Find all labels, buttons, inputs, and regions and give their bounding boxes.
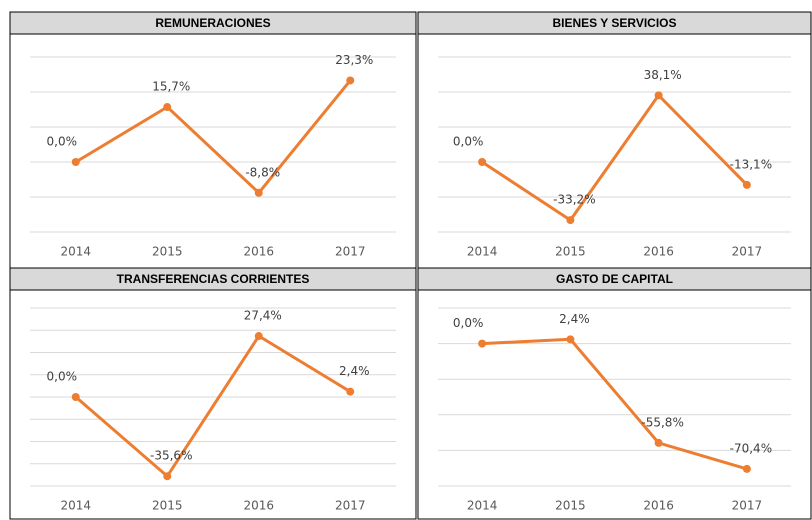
data-label: 0,0% [47, 370, 78, 384]
data-label: 0,0% [453, 316, 484, 330]
data-label: 15,7% [152, 80, 190, 94]
x-tick-label: 2015 [152, 245, 183, 259]
panel-header [9, 11, 417, 35]
x-tick-label: 2015 [555, 499, 586, 513]
data-label: -70,4% [730, 441, 772, 455]
data-label: 38,1% [644, 68, 682, 82]
line [481, 93, 748, 222]
data-label: 0,0% [47, 135, 78, 149]
x-tick-label: 2017 [732, 245, 763, 259]
line [75, 79, 352, 195]
marker [478, 339, 487, 348]
marker [71, 393, 80, 401]
panel [9, 11, 417, 269]
marker [346, 387, 355, 396]
line [74, 334, 352, 478]
x-tick-label: 2017 [335, 245, 366, 259]
panel [9, 267, 417, 520]
chart-title: BIENES Y SERVICIOS [552, 16, 676, 30]
panel-header [417, 11, 812, 35]
panel-header [9, 267, 417, 291]
x-tick-label: 2016 [243, 499, 274, 513]
data-label: -13,1% [730, 157, 772, 171]
data-label: 0,0% [453, 135, 484, 149]
chart-title: REMUNERACIONES [155, 16, 270, 30]
marker [742, 180, 751, 189]
panel-header [417, 267, 812, 291]
marker [71, 158, 80, 166]
data-label: 2,4% [559, 312, 590, 326]
x-tick-label: 2014 [467, 499, 498, 513]
data-label: -55,8% [641, 415, 683, 429]
data-label: 23,3% [335, 53, 373, 67]
panel [417, 11, 812, 269]
marker [254, 332, 263, 341]
data-label: -35,6% [150, 449, 192, 463]
marker [254, 188, 263, 197]
marker [478, 158, 487, 166]
x-tick-label: 2014 [467, 245, 498, 259]
x-tick-label: 2015 [152, 499, 183, 513]
x-tick-label: 2016 [243, 245, 274, 259]
x-tick-label: 2014 [60, 245, 91, 259]
panel [417, 267, 812, 520]
data-label: 2,4% [339, 364, 370, 378]
marker [654, 438, 663, 447]
x-tick-label: 2017 [335, 499, 366, 513]
chart-title: TRANSFERENCIAS CORRIENTES [117, 272, 310, 286]
marker [654, 91, 663, 100]
data-label: -33,2% [553, 193, 595, 207]
marker [163, 103, 172, 112]
marker [566, 216, 575, 225]
x-tick-label: 2017 [732, 499, 763, 513]
marker [742, 464, 751, 473]
data-label: -8,8% [245, 165, 280, 179]
x-tick-label: 2016 [643, 499, 674, 513]
line [482, 337, 748, 471]
marker [163, 472, 172, 481]
marker [346, 76, 355, 85]
marker [566, 335, 575, 344]
x-tick-label: 2015 [555, 245, 586, 259]
chart-title: GASTO DE CAPITAL [556, 272, 673, 286]
data-label: 27,4% [244, 309, 282, 323]
x-tick-label: 2016 [643, 245, 674, 259]
x-tick-label: 2014 [60, 499, 91, 513]
